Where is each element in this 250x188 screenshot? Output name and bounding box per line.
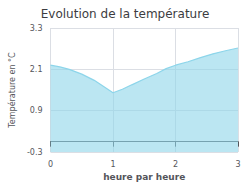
svg-text:0: 0 xyxy=(48,160,53,169)
svg-text:heure par heure: heure par heure xyxy=(103,172,185,182)
svg-text:2.1: 2.1 xyxy=(30,65,43,74)
svg-text:0.9: 0.9 xyxy=(30,106,43,115)
svg-text:3.3: 3.3 xyxy=(30,24,43,33)
svg-text:1: 1 xyxy=(110,160,115,169)
svg-text:Température en °C: Température en °C xyxy=(7,52,17,129)
svg-text:2: 2 xyxy=(173,160,178,169)
svg-text:3: 3 xyxy=(235,160,240,169)
svg-text:-0.3: -0.3 xyxy=(27,148,43,157)
svg-text:Evolution de la température: Evolution de la température xyxy=(41,7,210,21)
